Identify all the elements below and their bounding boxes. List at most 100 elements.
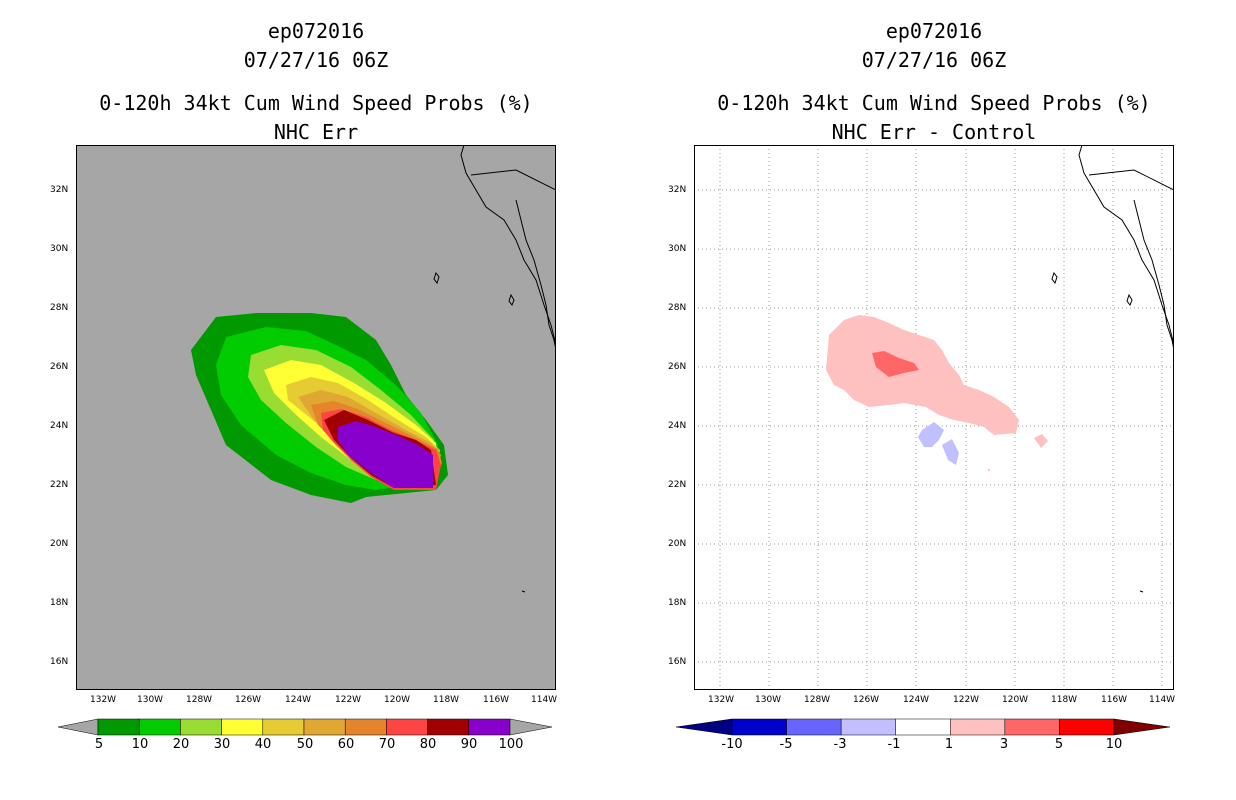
- right-datetime: 07/27/16 06Z: [861, 48, 1007, 72]
- left-lat-18N: 18N: [50, 598, 69, 608]
- right-cb-label: -10: [721, 737, 743, 752]
- left-lon-118W: 118W: [433, 695, 460, 705]
- colorbar-segment: [786, 718, 842, 736]
- right-cb-label: -1: [887, 737, 901, 752]
- right-lon-116W: 116W: [1101, 695, 1128, 705]
- right-cb-label: 5: [1054, 737, 1064, 752]
- right-cb-label: -5: [779, 737, 793, 752]
- left-lon-120W: 120W: [384, 695, 411, 705]
- left-lat-28N: 28N: [50, 303, 69, 313]
- right-baja-coast: [1133, 199, 1174, 351]
- colorbar-segment: [468, 718, 511, 736]
- right-lon-120W: 120W: [1002, 695, 1029, 705]
- left-lat-26N: 26N: [50, 362, 69, 372]
- left-cb-label: 60: [337, 737, 355, 752]
- right-lat-24N: 24N: [668, 421, 687, 431]
- left-plot-title: 0-120h 34kt Cum Wind Speed Probs (%): [99, 91, 533, 115]
- right-cb-label: 10: [1105, 737, 1123, 752]
- left-map-frame: [76, 145, 556, 690]
- right-diff-neg-region-1: [918, 422, 944, 447]
- colorbar-segment: [1059, 718, 1115, 736]
- right-cb-label: -3: [833, 737, 847, 752]
- right-lat-22N: 22N: [668, 480, 687, 490]
- colorbar-segment: [303, 718, 346, 736]
- left-lon-116W: 116W: [483, 695, 510, 705]
- left-border: [470, 169, 556, 191]
- right-lat-16N: 16N: [668, 657, 687, 667]
- right-small-dot: [1139, 590, 1144, 593]
- colorbar-segment: [840, 718, 896, 736]
- right-lat-18N: 18N: [668, 598, 687, 608]
- left-prob-90-band: [338, 421, 433, 488]
- colorbar-segment: [386, 718, 428, 736]
- right-diff-neg-region-2: [942, 439, 959, 465]
- right-lon-114W: 114W: [1149, 695, 1176, 705]
- left-storm-id: ep072016: [267, 19, 365, 43]
- left-coastline: [460, 145, 556, 346]
- colorbar-segment: [427, 718, 470, 736]
- left-cb-label: 100: [498, 737, 524, 752]
- colorbar-segment: [895, 718, 951, 736]
- left-cb-label: 5: [94, 737, 104, 752]
- left-datetime: 07/27/16 06Z: [243, 48, 389, 72]
- right-storm-id: ep072016: [885, 19, 983, 43]
- right-diff-3-to-5-region: [872, 351, 919, 377]
- left-cb-label: 10: [131, 737, 149, 752]
- left-colorbar-over-triangle: [509, 718, 553, 736]
- left-map: [76, 145, 556, 690]
- right-diff-1-to-3-region: [826, 315, 1019, 435]
- left-lon-114W: 114W: [531, 695, 558, 705]
- left-small-dot: [521, 590, 526, 593]
- left-lon-128W: 128W: [186, 695, 213, 705]
- right-lon-124W: 124W: [903, 695, 930, 705]
- right-colorbar-over-triangle: [1113, 718, 1171, 736]
- colorbar-segment: [262, 718, 305, 736]
- colorbar-segment: [950, 718, 1006, 736]
- right-coastline: [1078, 145, 1174, 346]
- right-colorbar-under-triangle: [676, 718, 733, 736]
- colorbar-segment: [221, 718, 264, 736]
- left-lat-24N: 24N: [50, 421, 69, 431]
- right-lon-132W: 132W: [708, 695, 735, 705]
- left-cb-label: 40: [254, 737, 272, 752]
- right-lat-32N: 32N: [668, 185, 687, 195]
- left-cb-label: 50: [296, 737, 314, 752]
- left-lat-32N: 32N: [50, 185, 69, 195]
- right-plot-subtitle: NHC Err - Control: [831, 120, 1037, 144]
- right-lat-26N: 26N: [668, 362, 687, 372]
- left-cb-label: 80: [419, 737, 437, 752]
- right-lon-122W: 122W: [953, 695, 980, 705]
- colorbar-segment: [180, 718, 222, 736]
- left-cb-label: 30: [213, 737, 231, 752]
- right-lon-126W: 126W: [853, 695, 880, 705]
- left-lat-16N: 16N: [50, 657, 69, 667]
- left-lon-132W: 132W: [90, 695, 117, 705]
- right-lon-130W: 130W: [755, 695, 782, 705]
- right-map-background: [694, 145, 1174, 690]
- right-colorbar: [676, 718, 1171, 736]
- right-diff-small-positive: [1034, 434, 1048, 448]
- left-lat-22N: 22N: [50, 480, 69, 490]
- right-lat-20N: 20N: [668, 539, 687, 549]
- right-lat-30N: 30N: [668, 244, 687, 254]
- left-lon-122W: 122W: [335, 695, 362, 705]
- right-map-frame: [694, 145, 1174, 690]
- colorbar-segment: [731, 718, 787, 736]
- left-lon-126W: 126W: [235, 695, 262, 705]
- left-lon-130W: 130W: [137, 695, 164, 705]
- colorbar-segment: [138, 718, 181, 736]
- right-island-1: [1051, 271, 1058, 285]
- right-plot-title: 0-120h 34kt Cum Wind Speed Probs (%): [717, 91, 1151, 115]
- left-lon-124W: 124W: [285, 695, 312, 705]
- right-lon-128W: 128W: [804, 695, 831, 705]
- right-cb-label: 3: [999, 737, 1009, 752]
- right-diff-dot: [987, 468, 991, 472]
- right-cb-label: 1: [944, 737, 954, 752]
- left-lat-20N: 20N: [50, 539, 69, 549]
- left-cb-label: 20: [172, 737, 190, 752]
- left-plot-subtitle: NHC Err: [273, 120, 359, 144]
- left-cb-label: 70: [378, 737, 396, 752]
- colorbar-segment: [1004, 718, 1060, 736]
- colorbar-segment: [97, 718, 140, 736]
- left-island-1: [433, 271, 440, 285]
